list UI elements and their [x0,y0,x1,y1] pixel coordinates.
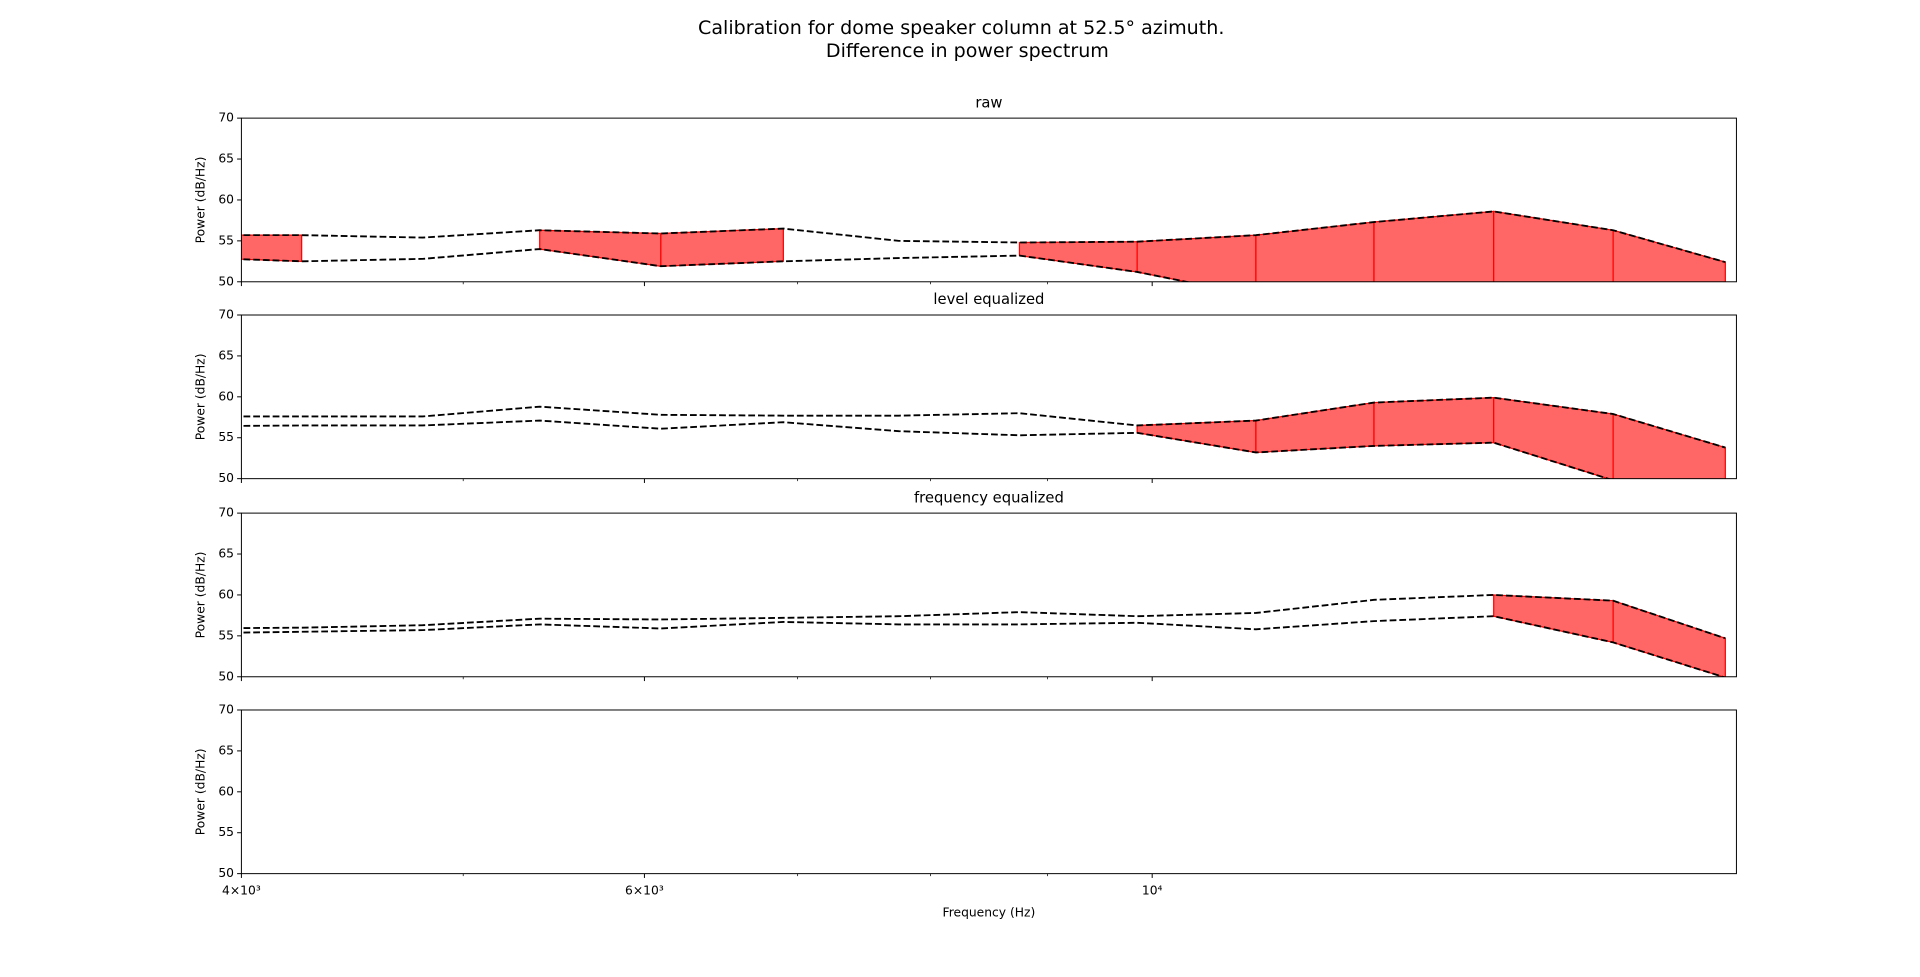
y-tick-label: 55 [218,628,234,642]
series-line [241,210,1726,264]
y-tick-label: 65 [218,743,234,757]
series-line [241,396,1726,449]
y-axis-label: Power (dB/Hz) [193,157,207,244]
y-tick-label: 70 [218,308,234,322]
subplot-title: frequency equalized [914,489,1064,506]
figure-title: Calibration for dome speaker column at 5… [698,17,1224,39]
y-tick-label: 50 [218,274,234,288]
y-tick-label: 55 [218,233,234,247]
y-tick-label: 60 [218,192,234,206]
plot-area [241,594,1726,677]
y-tick-label: 60 [218,784,234,798]
series-line [241,594,1726,640]
series-line [241,248,1192,282]
subplot-title: raw [975,94,1002,111]
y-tick-label: 60 [218,587,234,601]
fill-region [241,234,303,262]
y-tick-label: 55 [218,430,234,444]
y-tick-label: 50 [218,471,234,485]
series-line [241,419,1612,479]
fill-region [660,227,784,267]
series-line [241,615,1726,677]
fill-region [1373,210,1495,282]
y-axis-label: Power (dB/Hz) [193,353,207,440]
x-tick-label: 6×10³ [625,883,664,897]
y-tick-label: 70 [218,111,234,125]
y-tick-label: 55 [218,825,234,839]
x-tick-label: 10⁴ [1142,883,1163,897]
subplot-title: level equalized [933,291,1044,308]
plot-area [241,396,1726,479]
figure-subtitle: Difference in power spectrum [826,40,1109,62]
y-tick-label: 60 [218,389,234,403]
y-tick-label: 65 [218,348,234,362]
fill-region [1373,397,1495,447]
plot-area [241,210,1726,282]
x-axis-label: Frequency (Hz) [943,906,1036,920]
y-tick-label: 70 [218,702,234,716]
y-tick-label: 65 [218,547,234,561]
x-tick-label: 4×10³ [222,883,261,897]
y-tick-label: 70 [218,506,234,520]
y-tick-label: 50 [218,866,234,880]
y-tick-label: 50 [218,669,234,683]
y-tick-label: 65 [218,152,234,166]
y-axis-label: Power (dB/Hz) [193,552,207,639]
y-axis-label: Power (dB/Hz) [193,748,207,835]
